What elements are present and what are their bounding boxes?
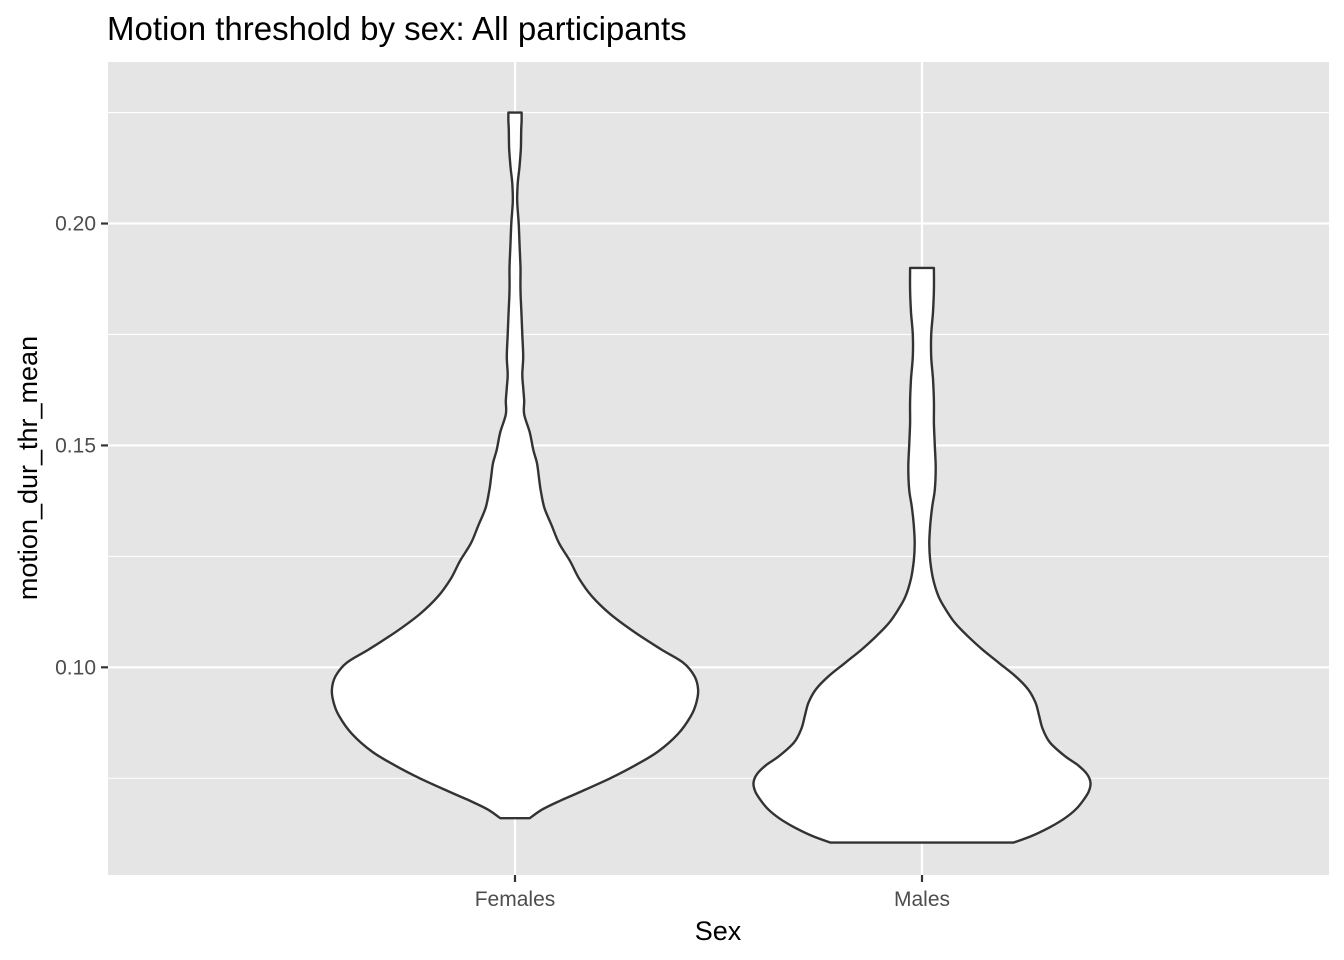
y-tick-label: 0.20 [55, 213, 96, 236]
x-axis-title: Sex [695, 916, 742, 946]
x-tick-label: Females [475, 888, 556, 911]
chart-title: Motion threshold by sex: All participant… [107, 10, 687, 47]
violins [330, 111, 1092, 844]
y-tick-label: 0.15 [55, 434, 96, 457]
y-tick-label: 0.10 [55, 656, 96, 679]
x-tick-label: Males [894, 888, 950, 911]
y-axis-title: motion_dur_thr_mean [13, 336, 43, 600]
violin-males [752, 266, 1092, 844]
plot-panel [108, 62, 1329, 875]
violin-females [330, 111, 700, 820]
axes: 0.10 0.15 0.20 Females Males [55, 213, 950, 911]
